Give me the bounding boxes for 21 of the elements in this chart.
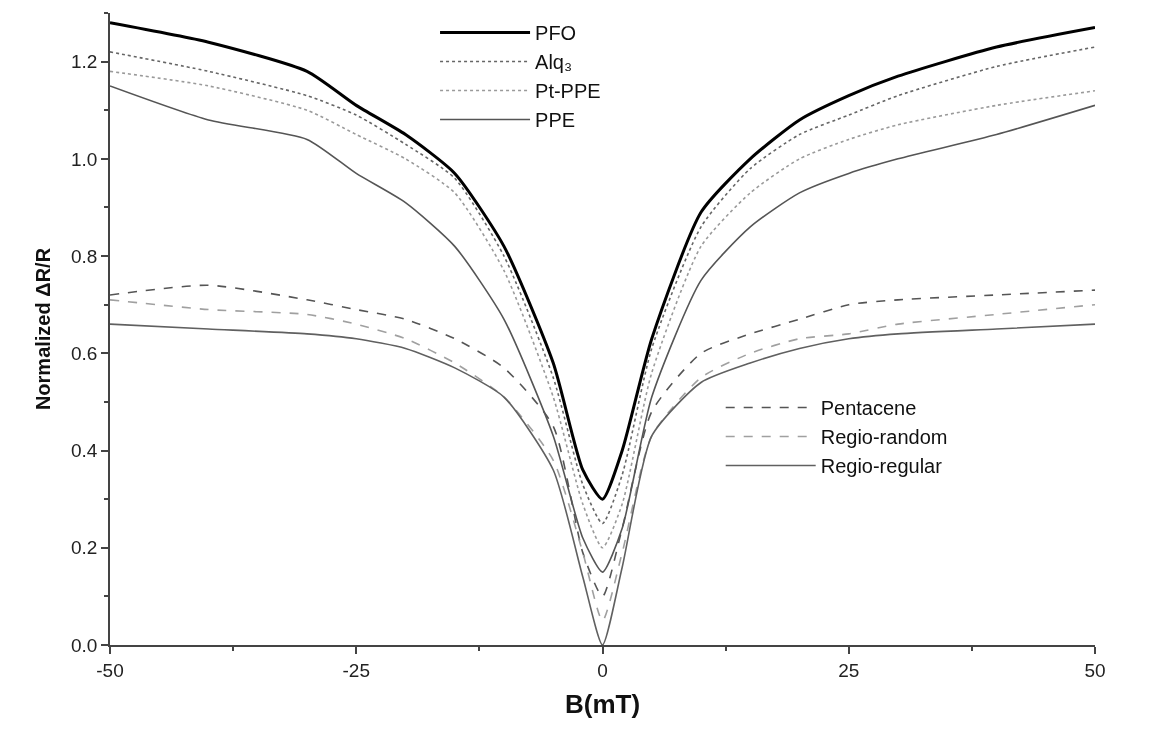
legend-label: Regio-regular <box>820 455 943 478</box>
y-tick-label: 0.0 <box>71 634 98 656</box>
x-tick-label: 50 <box>1084 659 1106 681</box>
legend-label: Alq₃ <box>535 51 573 74</box>
legend-label: Pt-PPE <box>535 80 601 103</box>
legend-label: PFO <box>535 22 577 45</box>
x-tick-label: -25 <box>342 659 370 681</box>
y-tick-label: 0.4 <box>71 440 98 462</box>
x-tick-label: -50 <box>96 659 124 681</box>
y-tick-label: 0.8 <box>71 245 98 267</box>
x-tick-label: 25 <box>838 659 860 681</box>
y-axis-title: Normalized ΔR/R <box>32 247 55 411</box>
y-tick-label: 1.2 <box>71 51 98 73</box>
legend-label: Pentacene <box>820 397 917 420</box>
legend-label: PPE <box>535 109 576 132</box>
legend-label: Regio-random <box>820 426 948 449</box>
y-tick-label: 0.2 <box>71 537 98 559</box>
x-axis-title: B(mT) <box>564 688 641 719</box>
y-tick-label: 1.0 <box>71 148 98 170</box>
x-tick-label: 0 <box>597 659 608 681</box>
y-tick-label: 0.6 <box>71 342 98 364</box>
